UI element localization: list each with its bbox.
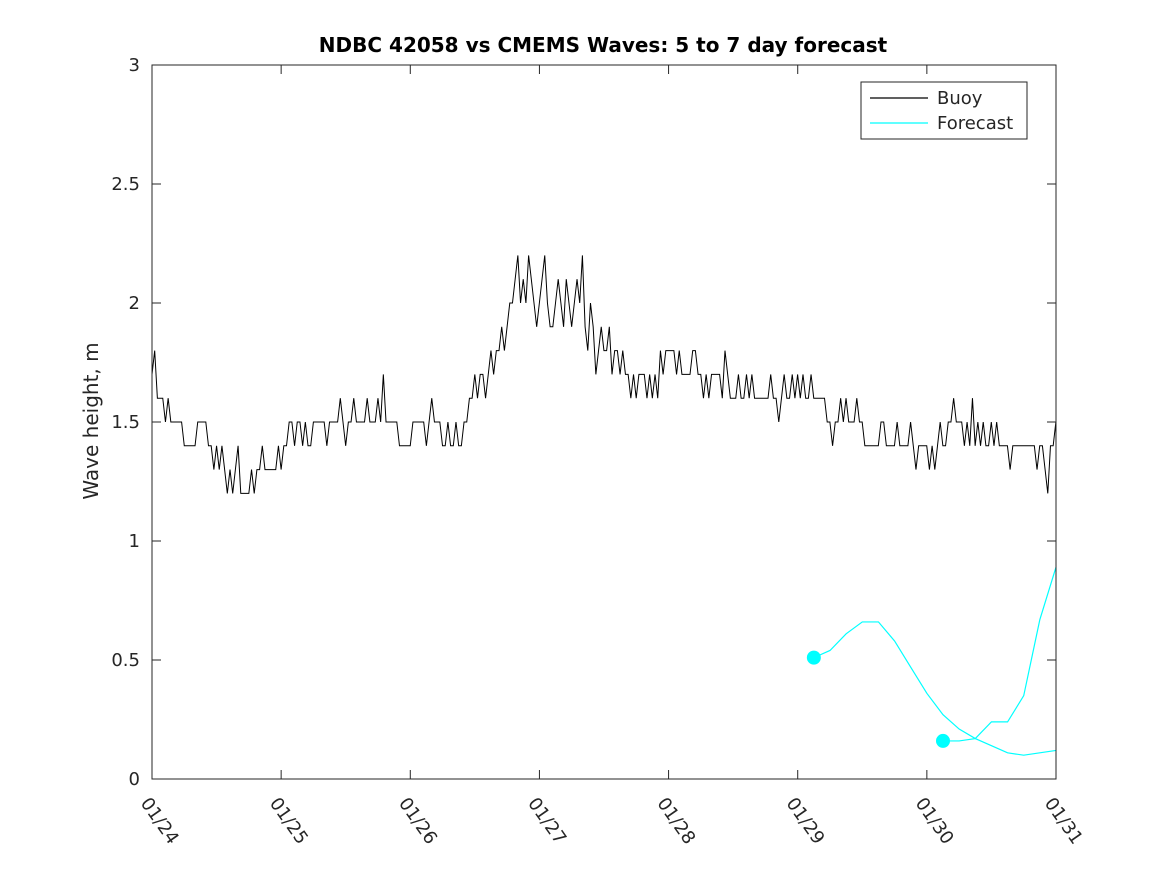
forecast-run-1-start-marker [806, 650, 821, 665]
y-tick-label: 3 [129, 55, 140, 76]
y-axis-label: Wave height, m [79, 342, 103, 499]
forecast-run-1-line [813, 621, 1057, 756]
legend-label-forecast: Forecast [937, 113, 1013, 134]
forecast-run-2-line [943, 567, 1057, 742]
legend-label-buoy: Buoy [937, 88, 983, 109]
y-tick-label: 1.5 [111, 412, 140, 433]
buoy-series-line [151, 255, 1057, 494]
legend: Buoy Forecast [860, 81, 1028, 140]
y-tick-label: 0 [129, 769, 140, 790]
chart-title: NDBC 42058 vs CMEMS Waves: 5 to 7 day fo… [319, 33, 888, 57]
y-tick-label: 2 [129, 293, 140, 314]
legend-box [860, 81, 1028, 140]
y-tick-label: 2.5 [111, 174, 140, 195]
y-tick-label: 1 [129, 531, 140, 552]
forecast-run-2-start-marker [936, 733, 950, 748]
axes-box [151, 64, 1057, 780]
y-tick-label: 0.5 [111, 650, 140, 671]
